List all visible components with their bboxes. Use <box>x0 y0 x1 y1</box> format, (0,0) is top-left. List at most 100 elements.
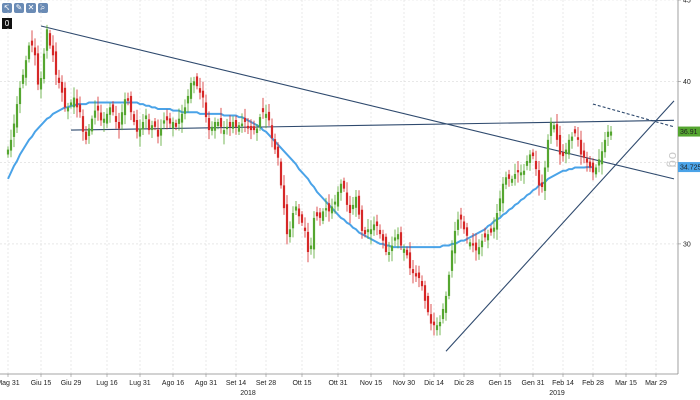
candle-body <box>552 125 556 130</box>
candle-body <box>183 107 187 114</box>
x-tick-label: Set 28 <box>256 380 276 387</box>
candle-body <box>339 183 343 193</box>
candle-body <box>105 113 109 124</box>
candle-body <box>213 121 217 131</box>
candle-body <box>39 78 43 90</box>
candle-body <box>309 245 313 250</box>
candle-body <box>432 321 436 326</box>
price-labels: 36.91 34.7258 <box>678 126 700 173</box>
candle-body <box>507 174 511 179</box>
pencil-icon[interactable]: ✎ <box>14 3 24 13</box>
x-tick-label: Lug 16 <box>96 380 118 387</box>
candle-body <box>363 230 367 235</box>
candle-body <box>576 137 580 140</box>
candle-body <box>300 214 304 223</box>
candle-body <box>204 102 208 118</box>
candle-body <box>462 221 466 230</box>
candle-body <box>231 121 235 129</box>
candle-body <box>357 195 361 215</box>
candle-body <box>159 128 163 136</box>
pointer-icon[interactable]: ↖ <box>2 3 12 13</box>
candle-body <box>327 203 331 212</box>
candle-body <box>171 121 175 129</box>
candle-body <box>246 125 250 129</box>
candle-body <box>333 201 337 205</box>
candle-body <box>306 231 310 253</box>
candle-body <box>9 139 13 151</box>
x-tick-label: Gen 31 <box>522 380 545 387</box>
candle-body <box>84 131 88 140</box>
candle-body <box>444 295 448 313</box>
candle-body <box>555 124 559 140</box>
candle-body <box>54 51 58 75</box>
candle-body <box>90 118 94 132</box>
candle-body <box>405 249 409 256</box>
candle-body <box>225 126 229 130</box>
candle-body <box>96 105 100 111</box>
candle-body <box>561 152 565 157</box>
x-tick-label: Feb 14 <box>552 380 574 387</box>
candle-body <box>489 228 493 233</box>
candle-body <box>6 149 10 155</box>
candle-body <box>429 314 433 324</box>
candle-body <box>219 118 223 127</box>
candle-body <box>369 229 373 235</box>
candle-body <box>501 183 505 204</box>
x-tick-label: Nov 30 <box>393 380 415 387</box>
trend-line <box>445 100 675 352</box>
x-tick-label: Gen 15 <box>489 380 512 387</box>
candlestick-series <box>6 24 613 336</box>
candle-body <box>207 118 211 131</box>
candle-body <box>60 81 64 93</box>
candle-body <box>549 121 553 136</box>
candle-body <box>216 121 220 127</box>
candle-body <box>351 204 355 210</box>
price-label: 34.7258 <box>680 165 700 172</box>
candle-body <box>75 98 79 108</box>
candle-body <box>66 107 70 112</box>
candle-body <box>255 128 259 134</box>
candle-body <box>585 158 589 163</box>
candle-body <box>198 88 202 93</box>
candle-body <box>117 121 121 129</box>
candle-body <box>459 214 463 220</box>
candle-body <box>240 123 244 127</box>
candle-body <box>180 113 184 123</box>
candle-body <box>111 104 115 113</box>
candle-body <box>450 250 454 271</box>
candle-body <box>30 40 34 46</box>
candle-body <box>63 87 67 108</box>
candle-body <box>228 121 232 127</box>
candle-body <box>186 95 190 104</box>
candle-body <box>315 212 319 217</box>
candle-body <box>138 128 142 137</box>
candle-body <box>366 229 370 233</box>
candle-body <box>378 229 382 235</box>
x-tick-label: Ott 31 <box>328 380 347 387</box>
chart-toolbar: ↖ ✎ ✕ ⌕ 0 <box>0 0 60 30</box>
x-tick-label: Mag 31 <box>0 380 20 387</box>
candle-body <box>600 151 604 165</box>
delete-icon[interactable]: ✕ <box>26 3 36 13</box>
candle-body <box>522 170 526 175</box>
candle-body <box>252 126 256 131</box>
x-tick-label: Ott 15 <box>292 380 311 387</box>
candle-body <box>531 152 535 157</box>
candle-body <box>321 211 325 221</box>
price-label: 36.91 <box>680 129 698 136</box>
candle-body <box>177 118 181 124</box>
candle-body <box>570 136 574 141</box>
zoom-icon[interactable]: ⌕ <box>38 3 48 13</box>
candle-body <box>411 269 415 274</box>
candle-body <box>201 90 205 98</box>
candle-body <box>147 119 151 131</box>
candle-body <box>564 149 568 155</box>
candle-body <box>324 208 328 211</box>
candle-body <box>456 219 460 230</box>
y-tick-label: 45 <box>683 0 691 5</box>
candle-body <box>165 116 169 121</box>
candle-body <box>237 125 241 132</box>
moving-average-line <box>7 101 594 249</box>
candle-body <box>390 245 394 252</box>
